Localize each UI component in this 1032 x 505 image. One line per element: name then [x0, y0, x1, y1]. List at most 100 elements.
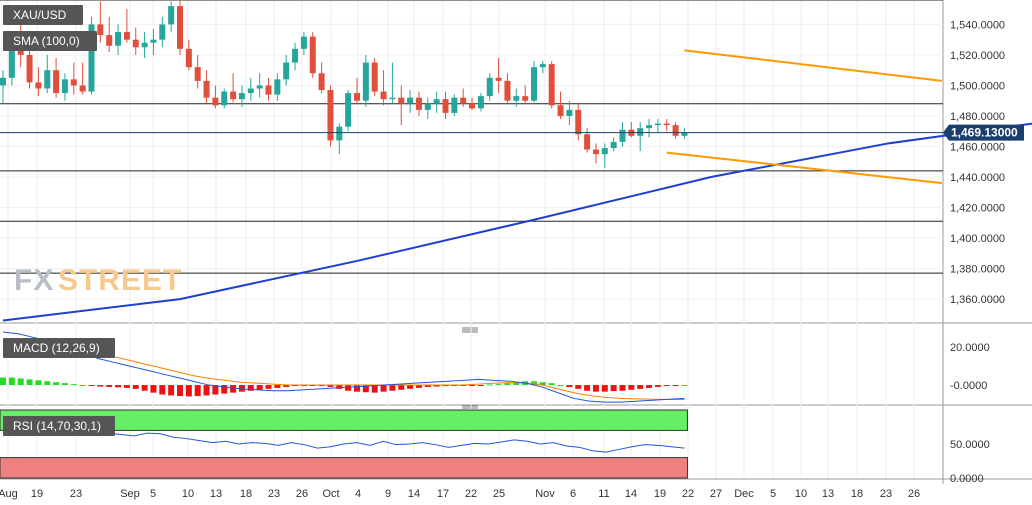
macd-histogram-bar [327, 385, 334, 387]
watermark-fx: FX [14, 264, 54, 297]
candle-body [79, 85, 86, 92]
candle-body [168, 6, 175, 25]
candle-body [354, 93, 360, 101]
x-tick-label: 23 [268, 488, 280, 500]
candle-body [88, 24, 95, 92]
macd-histogram-bar [106, 385, 113, 387]
macd-histogram-bar [230, 385, 237, 393]
macd-histogram-bar [247, 385, 254, 391]
x-tick-label: Nov [535, 488, 555, 500]
candle-body [451, 97, 458, 113]
macd-histogram-bar [469, 385, 476, 387]
candle-body [97, 24, 104, 36]
candle-body [194, 67, 201, 81]
y-tick-label: 1,480.0000 [950, 111, 1005, 123]
x-tick-label: 10 [795, 488, 807, 500]
candle-body [327, 90, 334, 141]
candle-body [132, 39, 139, 48]
rsi-label: RSI (14,70,30,1) [13, 419, 101, 433]
macd-histogram-bar [628, 385, 635, 390]
candle-body [221, 91, 228, 106]
y-tick-label: 1,520.0000 [950, 50, 1005, 62]
y-tick-label: 1,400.0000 [950, 233, 1005, 245]
candle-body [300, 36, 307, 49]
macd-histogram-bar [663, 385, 670, 387]
x-tick-label: 19 [654, 488, 666, 500]
rsi-line [2, 421, 685, 453]
macd-histogram-bar [141, 385, 148, 391]
candle-body [407, 97, 414, 104]
macd-histogram-bar [354, 385, 360, 392]
macd-histogram-bar [539, 382, 546, 386]
candle-body [318, 73, 325, 91]
macd-histogram-bar [557, 385, 564, 387]
macd-histogram-bar [8, 377, 15, 386]
candle-body [274, 79, 281, 95]
macd-histogram-bar [265, 385, 272, 389]
candle-body [398, 97, 405, 104]
macd-histogram-bar [44, 381, 51, 386]
macd-histogram-bar [26, 379, 33, 386]
macd-histogram-bar [486, 384, 493, 386]
y-tick-label: 1,540.0000 [950, 19, 1005, 31]
rsi-y-tick-label: 50.0000 [950, 439, 990, 451]
x-tick-label: 26 [296, 488, 308, 500]
x-tick-label: 6 [570, 488, 576, 500]
candle-body [469, 103, 476, 109]
x-tick-label: 5 [150, 488, 156, 500]
macd-histogram-bar [575, 385, 582, 389]
macd-histogram-bar [185, 385, 192, 397]
macd-y-tick-label: -0.0000 [950, 380, 987, 392]
macd-histogram-bar [584, 385, 591, 391]
candle-body [433, 99, 440, 104]
macd-histogram-bar [601, 385, 608, 392]
macd-histogram-bar [345, 385, 352, 391]
candle-body [123, 32, 130, 40]
candle-body [106, 35, 113, 46]
macd-histogram-bar [212, 385, 219, 395]
y-tick-label: 1,360.0000 [950, 294, 1005, 306]
macd-histogram-bar [389, 385, 396, 391]
x-tick-label: 19 [31, 488, 43, 500]
macd-histogram-bar [123, 385, 130, 388]
candle-body [265, 85, 272, 95]
candle-body [17, 47, 24, 55]
macd-histogram-bar [566, 385, 573, 387]
macd-histogram-bar [477, 385, 484, 387]
macd-histogram-bar [415, 385, 422, 388]
macd-label: MACD (12,26,9) [13, 341, 100, 355]
x-tick-label: 22 [682, 488, 694, 500]
candle-body [203, 80, 210, 98]
candle-body [424, 103, 431, 110]
candle-body [44, 70, 51, 89]
macd-histogram-bar [0, 377, 6, 386]
rsi-overbought-zone [0, 409, 688, 431]
macd-histogram-bar [132, 385, 139, 389]
x-tick-label: 23 [70, 488, 82, 500]
macd-histogram-bar [513, 382, 520, 386]
candle-body [592, 149, 599, 155]
candle-body [247, 88, 254, 94]
rsi-y-tick-label: 0.0000 [950, 473, 984, 485]
macd-histogram-bar [53, 382, 60, 386]
macd-histogram-bar [380, 385, 387, 392]
symbol-label: XAU/USD [13, 8, 67, 22]
candle-body [336, 126, 343, 141]
x-tick-label: Oct [322, 488, 339, 500]
candle-body [362, 62, 369, 101]
candle-body [539, 64, 546, 68]
macd-histogram-bar [637, 385, 644, 389]
candle-body [292, 48, 299, 63]
macd-histogram-bar [407, 385, 414, 389]
macd-histogram-bar [177, 385, 183, 397]
macd-line [2, 331, 685, 403]
macd-histogram-bar [433, 385, 440, 387]
macd-histogram-bar [274, 385, 281, 388]
symbol-label-bg [3, 5, 83, 25]
candle-body [557, 105, 564, 116]
macd-histogram-bar [97, 385, 104, 387]
macd-y-tick-label: 20.0000 [950, 342, 990, 354]
y-tick-label: 1,380.0000 [950, 264, 1005, 276]
macd-label-bg [3, 338, 115, 358]
